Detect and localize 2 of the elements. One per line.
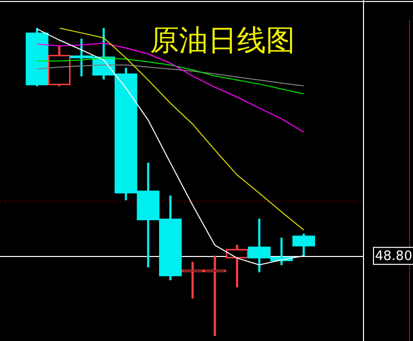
chart-title: 原油日线图	[150, 22, 295, 58]
text: 48.80	[375, 248, 412, 264]
